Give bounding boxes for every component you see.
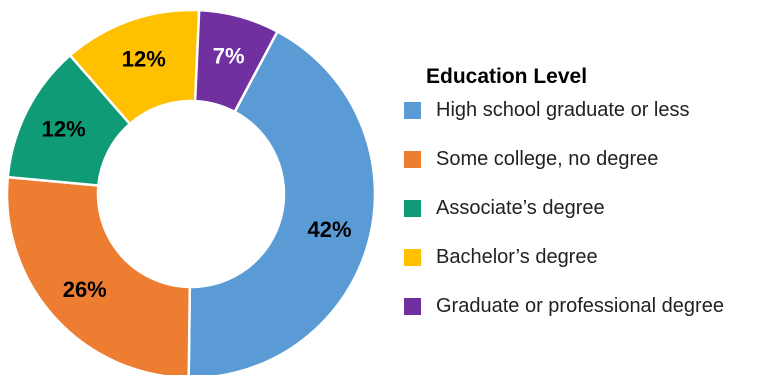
slice-high-school-graduate-or-less <box>187 30 377 375</box>
legend-swatch <box>404 150 421 168</box>
slice-label-some-college-no-degree: 26% <box>63 277 107 302</box>
slice-label-associate-s-degree: 12% <box>42 116 86 141</box>
legend-item-high-school: High school graduate or less <box>404 98 766 122</box>
legend-item-associates: Associate’s degree <box>404 196 766 220</box>
legend-label: Some college, no degree <box>436 147 659 170</box>
slice-some-college-no-degree <box>5 175 192 375</box>
legend-item-graduate: Graduate or professional degree <box>404 294 766 318</box>
legend: Education Level High school graduate or … <box>404 62 766 343</box>
slice-graduate-or-professional-degree <box>193 8 279 114</box>
legend-swatch <box>404 101 421 119</box>
legend-title: Education Level <box>426 65 588 88</box>
donut-slices <box>5 8 377 375</box>
legend-label: Associate’s degree <box>436 196 605 219</box>
legend-label: Graduate or professional degree <box>436 294 724 317</box>
legend-swatch <box>404 297 421 315</box>
legend-item-some-college: Some college, no degree <box>404 147 766 171</box>
slice-label-bachelor-s-degree: 12% <box>122 47 166 72</box>
slice-label-graduate-or-professional-degree: 7% <box>213 44 245 69</box>
slice-labels: 42% 26% 12% 12% 7% <box>42 44 352 303</box>
legend-swatch <box>404 248 421 266</box>
slice-label-high-school-graduate-or-less: 42% <box>308 217 352 242</box>
legend-item-bachelors: Bachelor’s degree <box>404 245 766 269</box>
legend-label: High school graduate or less <box>436 98 690 121</box>
legend-swatch <box>404 199 421 217</box>
legend-label: Bachelor’s degree <box>436 245 598 268</box>
legend-list: High school graduate or less Some colleg… <box>404 98 766 318</box>
